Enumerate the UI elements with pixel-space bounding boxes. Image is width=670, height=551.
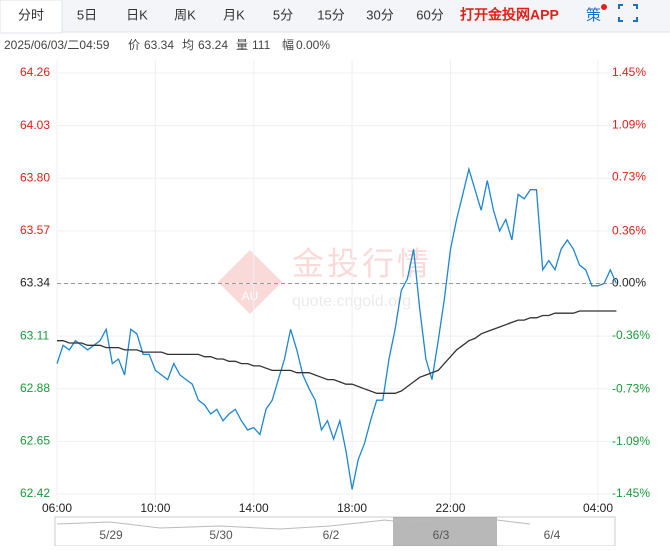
y2-tick-label: -0.36% xyxy=(612,328,650,342)
tab[interactable]: 日K xyxy=(126,7,148,22)
strategy[interactable]: 策 xyxy=(586,7,601,24)
tab[interactable]: 5分 xyxy=(273,7,293,22)
y2-tick-label: 0.36% xyxy=(612,223,646,237)
tab[interactable]: 15分 xyxy=(317,7,344,22)
navigator-label: 5/30 xyxy=(209,528,233,542)
info-avg: 63.24 xyxy=(198,38,228,52)
app-link[interactable]: 打开金投网APP xyxy=(460,7,559,23)
y2-tick-label: 0.00% xyxy=(612,276,646,290)
tab[interactable]: 60分 xyxy=(416,7,443,22)
y2-tick-label: -1.45% xyxy=(612,486,650,500)
info-avg-label: 均 xyxy=(182,38,194,52)
watermark: AU 金投行情 quote.cngold.org xyxy=(218,245,432,314)
navigator-label: 6/2 xyxy=(323,528,340,542)
navigator-label: 6/4 xyxy=(544,528,561,542)
y-tick-label: 63.57 xyxy=(20,223,50,237)
y-tick-label: 63.80 xyxy=(20,170,50,184)
y-tick-label: 64.03 xyxy=(20,118,50,132)
y2-tick-label: 1.45% xyxy=(612,65,646,79)
y2-tick-label: -1.09% xyxy=(612,434,650,448)
navigator-line xyxy=(56,518,531,530)
series-line xyxy=(56,166,617,490)
info-volume: 111 xyxy=(252,38,271,52)
series-line xyxy=(57,310,617,394)
navigator-label: 6/3 xyxy=(433,528,450,542)
y2-tick-label: 1.09% xyxy=(612,117,646,131)
y-tick-label: 63.11 xyxy=(20,328,49,342)
navigator-label: 5/29 xyxy=(99,528,123,542)
info-range: 0.00% xyxy=(296,38,330,52)
tab[interactable]: 30分 xyxy=(366,7,393,22)
x-tick-label: 04:00 xyxy=(583,501,613,515)
tab[interactable]: 周K xyxy=(174,7,196,22)
info-range-label: 幅 xyxy=(282,37,294,52)
x-tick-label: 14:00 xyxy=(239,501,269,515)
y-tick-label: 63.34 xyxy=(20,276,50,290)
fullscreen-icon[interactable] xyxy=(618,4,638,22)
tab[interactable]: 分时 xyxy=(18,7,44,22)
tab[interactable]: 5日 xyxy=(77,7,97,22)
y-tick-label: 62.88 xyxy=(20,381,50,395)
x-tick-label: 06:00 xyxy=(42,501,72,515)
watermark-logo xyxy=(218,250,282,314)
y2-tick-label: 0.73% xyxy=(612,170,646,184)
y-tick-label: 62.65 xyxy=(20,434,50,448)
y2-tick-label: -0.73% xyxy=(612,382,650,396)
tab[interactable]: 月K xyxy=(223,7,245,22)
x-tick-label: 10:00 xyxy=(140,501,170,515)
info-time: 2025/06/03/二04:59 xyxy=(4,38,110,52)
active-tab xyxy=(0,0,63,34)
navigator xyxy=(54,516,616,547)
tab-bar xyxy=(0,0,670,32)
x-tick-label: 18:00 xyxy=(337,501,367,515)
info-volume-label: 量 xyxy=(236,38,248,52)
y-tick-label: 62.42 xyxy=(20,486,50,500)
watermark-name: 金投行情 xyxy=(292,245,432,281)
x-tick-label: 22:00 xyxy=(435,501,465,515)
badge xyxy=(601,4,607,10)
info-price-label: 价 xyxy=(128,38,140,52)
watermark-logo-text: AU xyxy=(242,289,259,303)
y-tick-label: 64.26 xyxy=(20,65,50,79)
info-price: 63.34 xyxy=(144,38,174,52)
